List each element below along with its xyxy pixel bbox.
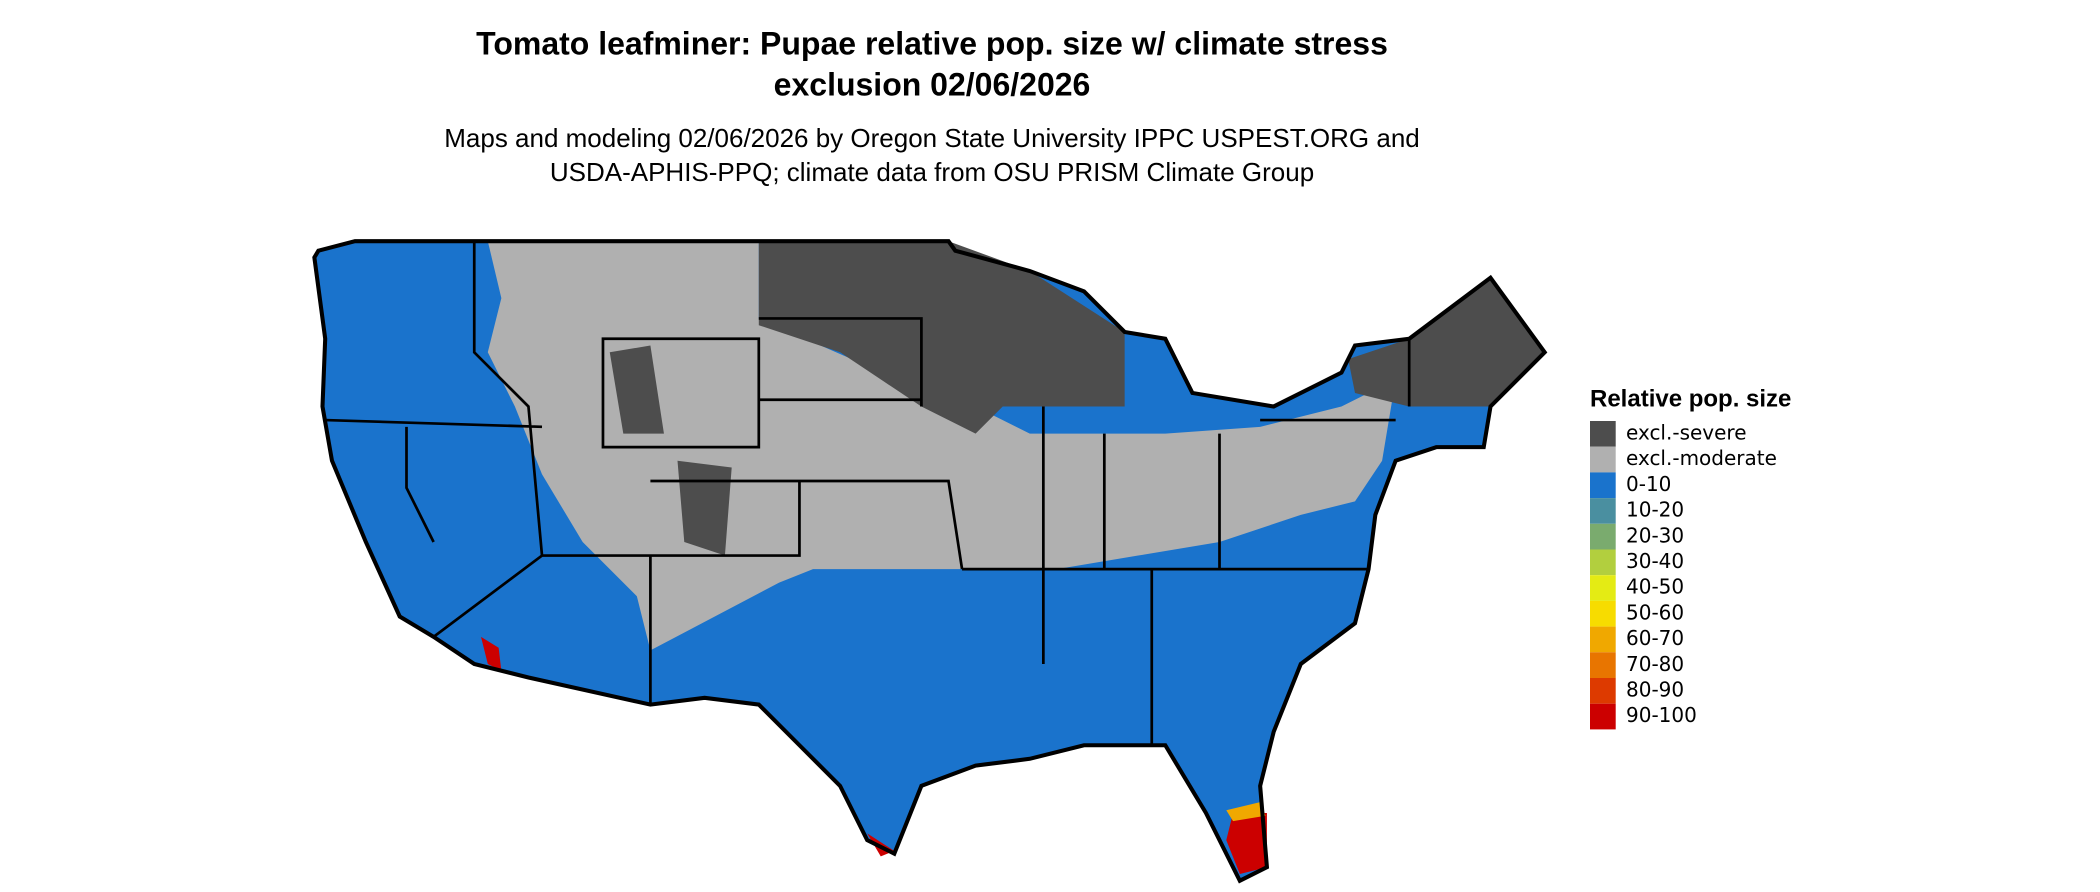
legend-swatch	[1590, 472, 1616, 499]
subtitle: Maps and modeling 02/06/2026 by Oregon S…	[444, 123, 1420, 153]
legend-label: excl.-moderate	[1626, 446, 1777, 470]
region-mid	[1226, 802, 1266, 822]
legend-label: 50-60	[1626, 600, 1684, 624]
title: exclusion 02/06/2026	[774, 66, 1091, 102]
legend-label: 10-20	[1626, 498, 1684, 522]
legend-label: excl.-severe	[1626, 421, 1747, 445]
legend-label: 70-80	[1626, 652, 1684, 676]
legend-swatch	[1590, 498, 1616, 524]
legend-label: 30-40	[1626, 549, 1684, 573]
legend-swatch	[1590, 446, 1616, 473]
legend-swatch	[1590, 600, 1616, 627]
legend-label: 60-70	[1626, 626, 1684, 650]
state-borders	[325, 241, 1411, 746]
legend-swatch	[1590, 703, 1616, 730]
map-outline	[312, 239, 1548, 884]
legend-label: 0-10	[1626, 472, 1671, 496]
legend-swatch	[1590, 421, 1616, 447]
legend-swatch	[1590, 652, 1616, 678]
legend-label: 90-100	[1626, 703, 1697, 727]
legend-swatch	[1590, 626, 1616, 653]
subtitle: USDA-APHIS-PPQ; climate data from OSU PR…	[550, 157, 1314, 187]
legend-swatch	[1590, 523, 1616, 550]
us-map	[312, 239, 1548, 884]
legend-label: 80-90	[1626, 678, 1684, 702]
legend-label: 20-30	[1626, 523, 1684, 547]
legend-swatch	[1590, 575, 1616, 601]
legend-swatch	[1590, 549, 1616, 576]
legend-label: 40-50	[1626, 575, 1684, 599]
legend-swatch	[1590, 678, 1616, 704]
legend-title: Relative pop. size	[1590, 385, 1791, 412]
title: Tomato leafminer: Pupae relative pop. si…	[476, 25, 1388, 61]
legend: excl.-severeexcl.-moderate0-1010-2020-30…	[1590, 421, 1777, 730]
